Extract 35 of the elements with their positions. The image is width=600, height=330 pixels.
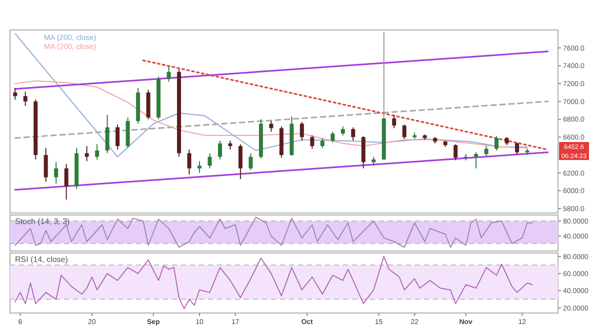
chart-title: Stoch (14, 3, 3) — [15, 217, 70, 226]
candlestick — [105, 114, 110, 154]
candlestick — [269, 120, 274, 132]
candlestick — [166, 66, 171, 82]
candlestick — [351, 126, 356, 142]
chart-title: RSI (14, close) — [15, 255, 68, 264]
candlestick — [218, 140, 222, 160]
candlestick — [187, 149, 192, 176]
candlestick — [300, 121, 304, 142]
candlestick — [13, 88, 18, 100]
candlestick — [64, 163, 68, 200]
candlestick — [84, 146, 89, 162]
candlestick — [330, 131, 335, 143]
line-series — [14, 216, 533, 248]
candlestick — [23, 91, 28, 106]
line-series — [14, 33, 528, 158]
candlestick — [320, 138, 324, 148]
candlestick — [44, 147, 48, 182]
candlestick — [248, 152, 253, 171]
line-series — [14, 256, 533, 310]
candlestick — [474, 152, 478, 169]
candlestick — [54, 162, 58, 184]
candlestick — [484, 146, 488, 156]
candlestick — [494, 136, 499, 152]
candlestick — [197, 160, 202, 174]
candlestick — [116, 124, 120, 150]
candlestick — [208, 152, 212, 169]
candlestick — [392, 114, 396, 129]
line-series — [14, 80, 528, 148]
candlestick — [238, 144, 242, 180]
candlestick — [402, 124, 406, 140]
candlestick — [310, 134, 314, 150]
candlestick — [454, 144, 458, 161]
candlestick — [515, 142, 520, 155]
candlestick — [95, 144, 100, 160]
